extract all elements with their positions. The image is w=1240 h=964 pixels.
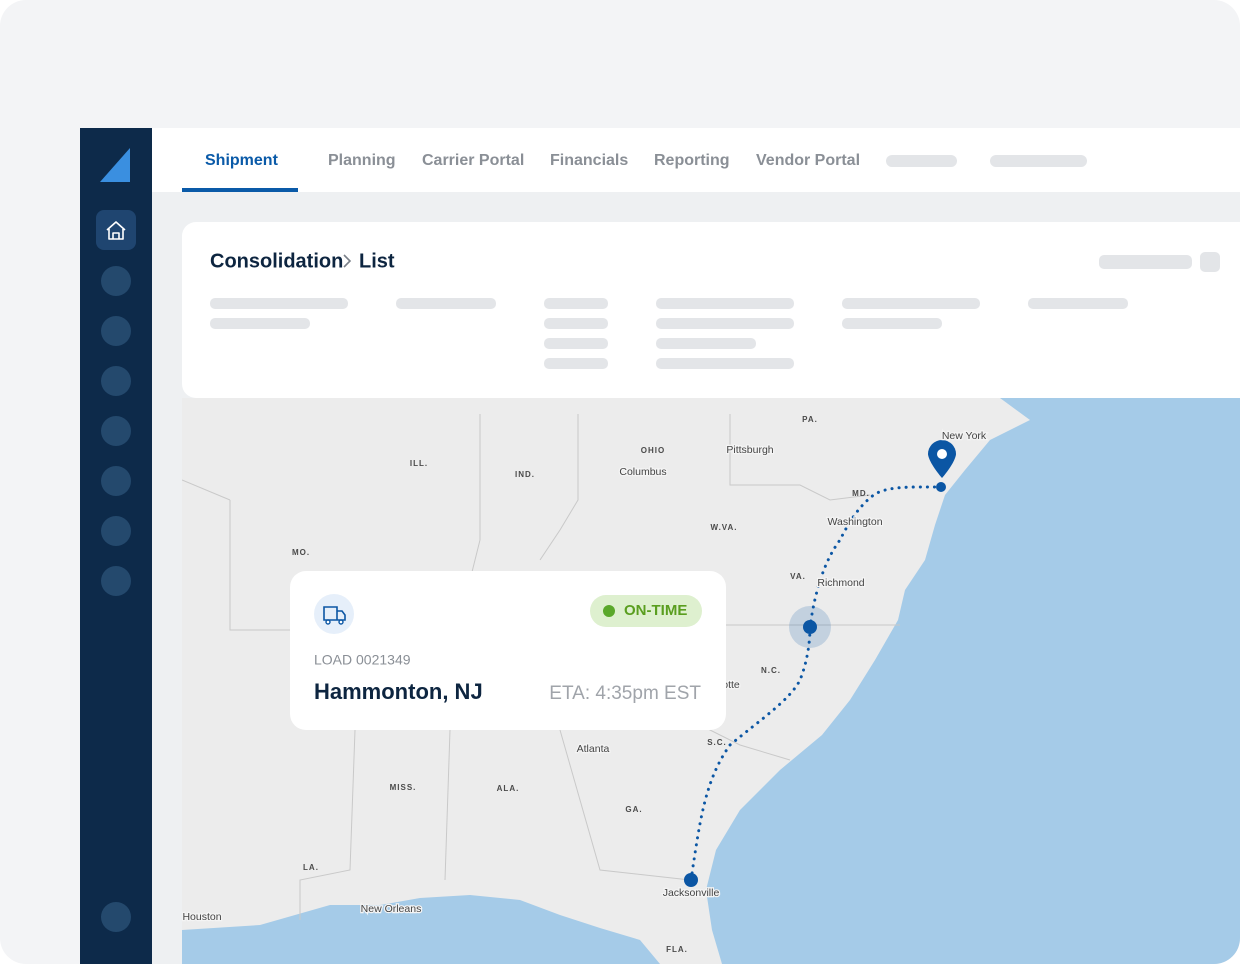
state-label: GA.	[625, 805, 642, 814]
sidebar-item[interactable]	[101, 516, 131, 546]
sidebar-item[interactable]	[101, 466, 131, 496]
nav-tab[interactable]: Carrier Portal	[422, 152, 524, 169]
city-label: Jacksonville	[663, 887, 720, 899]
breadcrumb-item: List	[359, 250, 395, 272]
skeleton	[656, 318, 794, 329]
truck-wheel	[325, 619, 331, 625]
skeleton	[1028, 298, 1128, 309]
city-label: New Orleans	[361, 903, 422, 915]
nav-tab[interactable]: Reporting	[654, 152, 730, 169]
sidebar-item[interactable]	[101, 266, 131, 296]
load-card[interactable]	[290, 571, 726, 730]
ocean	[706, 398, 1240, 964]
state-label: MD.	[852, 489, 870, 498]
city-label: Pittsburgh	[726, 444, 773, 456]
skeleton	[842, 318, 942, 329]
nav-tab[interactable]: Shipment	[205, 152, 279, 169]
sidebar-item[interactable]	[101, 316, 131, 346]
sidebar-item[interactable]	[101, 366, 131, 396]
logo[interactable]	[100, 148, 130, 182]
nav-tab[interactable]: Financials	[550, 152, 628, 169]
skeletons	[210, 252, 1220, 369]
skeleton	[210, 298, 348, 309]
status-text: ON-TIME	[624, 602, 687, 619]
city-label: Columbus	[619, 466, 666, 478]
breadcrumb-item[interactable]: Consolidation	[210, 250, 343, 272]
truck-icon-bg	[314, 594, 354, 634]
skeleton	[1099, 255, 1192, 269]
city-label: Richmond	[817, 577, 864, 589]
status-dot	[603, 605, 615, 617]
sidebar-item[interactable]	[101, 902, 131, 932]
city-label: otte	[722, 679, 740, 691]
city-label: Houston	[182, 911, 221, 923]
state-label: MO.	[292, 548, 310, 557]
sidebar-icons	[101, 266, 131, 932]
origin-point[interactable]	[684, 873, 698, 887]
state-label: W.VA.	[710, 523, 737, 532]
sidebar-item[interactable]	[101, 566, 131, 596]
state-label: N.C.	[761, 666, 781, 675]
state-label: VA.	[790, 572, 806, 581]
truck-wheel	[338, 619, 344, 625]
city-label: Washington	[827, 516, 882, 528]
skeleton	[544, 318, 608, 329]
destination-point	[936, 482, 946, 492]
state-label: FLA.	[666, 945, 688, 954]
state-label: LA.	[303, 863, 319, 872]
status-badge	[590, 595, 702, 627]
active-tab-indicator	[182, 188, 298, 192]
skeleton	[544, 358, 608, 369]
tabs: Shipment Planning Carrier Portal Financials…	[182, 152, 860, 192]
state-label: S.C.	[707, 738, 727, 747]
nav-tab[interactable]: Planning	[328, 152, 396, 169]
skeleton	[656, 298, 794, 309]
current-position[interactable]	[803, 620, 817, 634]
state-label: ALA.	[497, 784, 520, 793]
state-label: OHIO	[641, 446, 665, 455]
skeleton	[886, 155, 957, 167]
gulf	[182, 895, 660, 964]
nav-tab[interactable]: Vendor Portal	[756, 152, 860, 169]
breadcrumb-separator	[343, 254, 352, 268]
state-label: ILL.	[410, 459, 428, 468]
skeleton	[1200, 252, 1220, 272]
sidebar-item[interactable]	[101, 416, 131, 446]
skeleton	[990, 155, 1087, 167]
home-button[interactable]	[96, 210, 136, 250]
skeleton	[656, 358, 794, 369]
city-label: Atlanta	[577, 743, 610, 755]
destination: Hammonton, NJ	[314, 679, 483, 704]
skeleton	[656, 338, 756, 349]
skeleton	[842, 298, 980, 309]
home-icon	[106, 221, 126, 240]
skeleton	[396, 298, 496, 309]
state-label: PA.	[802, 415, 818, 424]
pin-hole	[937, 449, 947, 459]
skeleton	[210, 318, 310, 329]
load-id: LOAD 0021349	[314, 652, 411, 668]
state-label: IND.	[515, 470, 535, 479]
header-card	[182, 222, 1240, 398]
skeleton	[544, 298, 608, 309]
skeleton	[544, 338, 608, 349]
city-label: New York	[942, 430, 987, 442]
eta: ETA: 4:35pm EST	[549, 683, 701, 704]
state-label: MISS.	[390, 783, 417, 792]
map-labels: PA. OHIO ILL. IND. W.VA. MO. VA. N.C. S.C. MISS. A…	[182, 415, 988, 954]
